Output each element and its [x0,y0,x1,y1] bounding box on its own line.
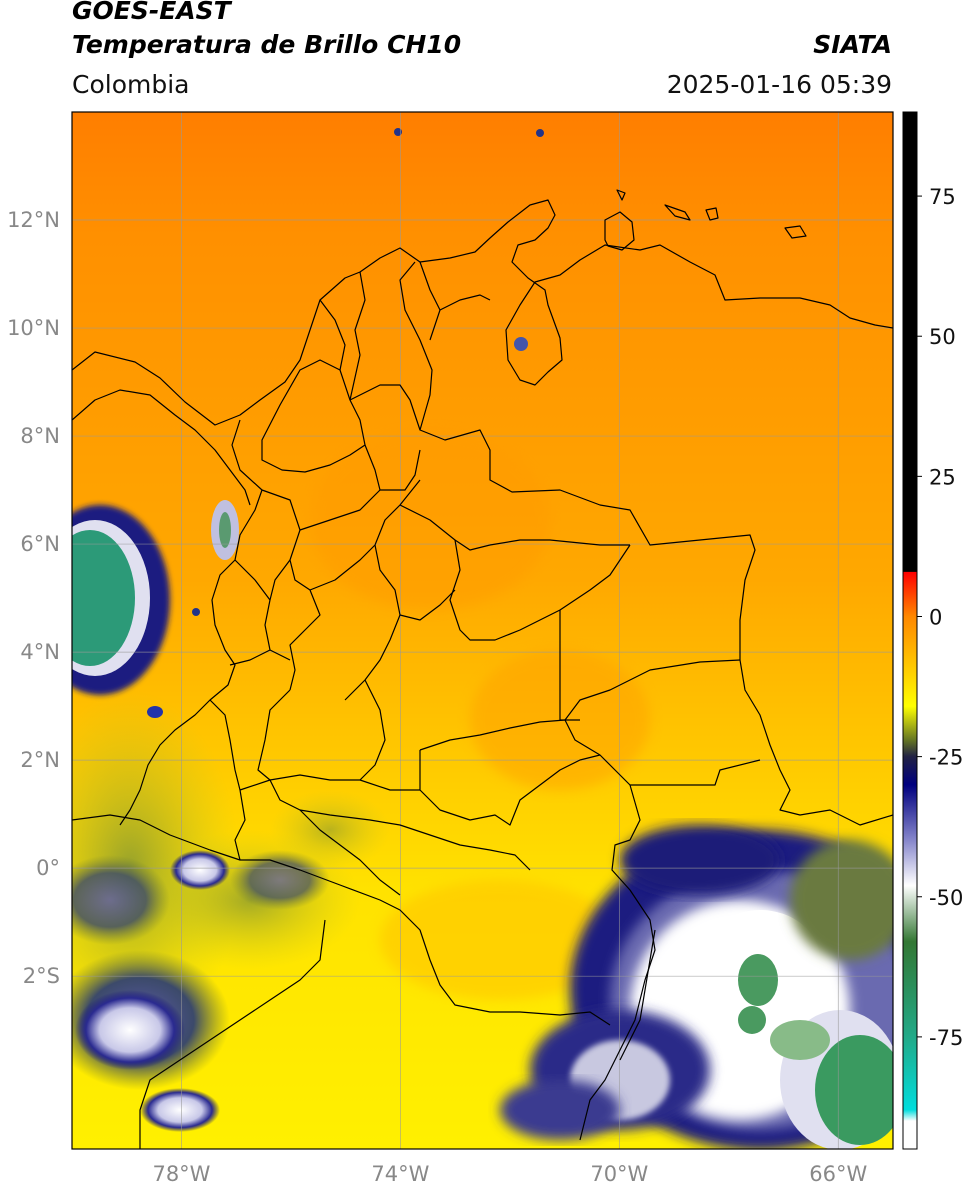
datetime-label: 2025-01-16 05:39 [666,70,892,99]
brand-label: SIATA [813,30,892,59]
colorbar: 75 50 25 0 -25 -50 -75 [902,111,963,1150]
lat-tick-label: 8°N [20,424,60,448]
lon-tick-label: 66°W [809,1162,867,1186]
colorbar-tick-label: -50 [929,886,963,910]
colorbar-ticks: 75 50 25 0 -25 -50 -75 [917,185,963,1050]
lat-tick-label: 10°N [7,316,60,340]
colorbar-tick-label: -25 [929,746,963,770]
colorbar-tick-label: -75 [929,1026,963,1050]
latitude-labels: 12°N 10°N 8°N 6°N 4°N 2°N 0° 2°S [7,208,60,988]
lat-tick-label: 12°N [7,208,60,232]
product-title: Temperatura de Brillo CH10 [72,30,462,59]
lon-tick-label: 70°W [590,1162,648,1186]
map-frame [71,111,894,1150]
political-borders [72,189,893,1149]
colorbar-tick-label: 75 [929,185,956,209]
lat-tick-label: 4°N [20,640,60,664]
colorbar-tick-label: 50 [929,325,956,349]
region-label: Colombia [72,70,190,99]
longitude-labels: 78°W 74°W 70°W 66°W [152,1162,867,1186]
lat-tick-label: 2°N [20,748,60,772]
lat-tick-label: 0° [36,856,60,880]
lon-tick-label: 78°W [152,1162,210,1186]
satellite-title: GOES-EAST [72,0,231,25]
colorbar-tick-label: 0 [929,605,942,629]
colorbar-tick-label: 25 [929,465,956,489]
lat-tick-label: 2°S [23,964,60,988]
imagery-layer [72,112,893,1149]
colorbar-gradient [902,111,918,1150]
lat-tick-label: 6°N [20,532,60,556]
lon-tick-label: 74°W [371,1162,429,1186]
